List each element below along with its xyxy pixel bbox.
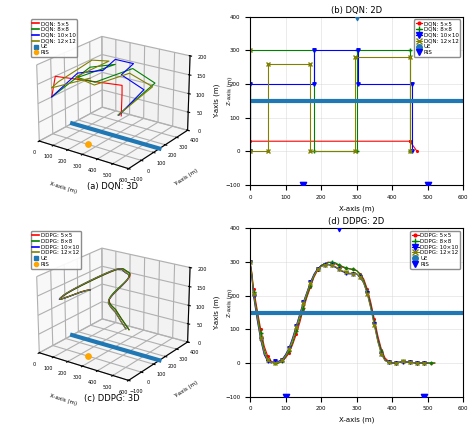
Y-axis label: Y-axis (m): Y-axis (m) (213, 296, 219, 330)
Legend: DDPG: 5×5, DDPG: 8×8, DDPG: 10×10, DDPG: 12×12, UE, RIS: DDPG: 5×5, DDPG: 8×8, DDPG: 10×10, DDPG:… (31, 231, 81, 269)
X-axis label: X-axis (m): X-axis (m) (49, 181, 78, 194)
Point (353, 13, 360, 20)
Legend: DDPG: 5×5, DDPG: 8×8, DDPG: 10×10, DDPG: 12×12, UE, RIS: DDPG: 5×5, DDPG: 8×8, DDPG: 10×10, DDPG:… (410, 231, 460, 269)
X-axis label: X-axis (m): X-axis (m) (49, 393, 78, 406)
Y-axis label: Y-axis (m): Y-axis (m) (213, 84, 219, 118)
Y-axis label: Y-axis (m): Y-axis (m) (173, 168, 199, 187)
Point (424, 181, 431, 188)
Legend: DQN: 5×5, DQN: 8×8, DQN: 10×10, DQN: 12×12, UE, RIS: DQN: 5×5, DQN: 8×8, DQN: 10×10, DQN: 12×… (414, 19, 460, 57)
Title: (c) DDPG: 3D: (c) DDPG: 3D (84, 394, 140, 403)
Title: (b) DQN: 2D: (b) DQN: 2D (331, 6, 382, 15)
Point (420, 393, 428, 400)
Title: (a) DQN: 3D: (a) DQN: 3D (87, 182, 137, 191)
Y-axis label: Y-axis (m): Y-axis (m) (173, 380, 199, 399)
X-axis label: X-axis (m): X-axis (m) (339, 205, 374, 212)
X-axis label: X-axis (m): X-axis (m) (339, 417, 374, 423)
Title: (d) DDPG: 2D: (d) DDPG: 2D (328, 217, 385, 226)
Legend: DQN: 5×5, DQN: 8×8, DQN: 10×10, DQN: 12×12, UE, RIS: DQN: 5×5, DQN: 8×8, DQN: 10×10, DQN: 12×… (31, 19, 77, 57)
Point (300, 181, 307, 188)
Point (335, 225, 343, 232)
Point (282, 393, 289, 400)
